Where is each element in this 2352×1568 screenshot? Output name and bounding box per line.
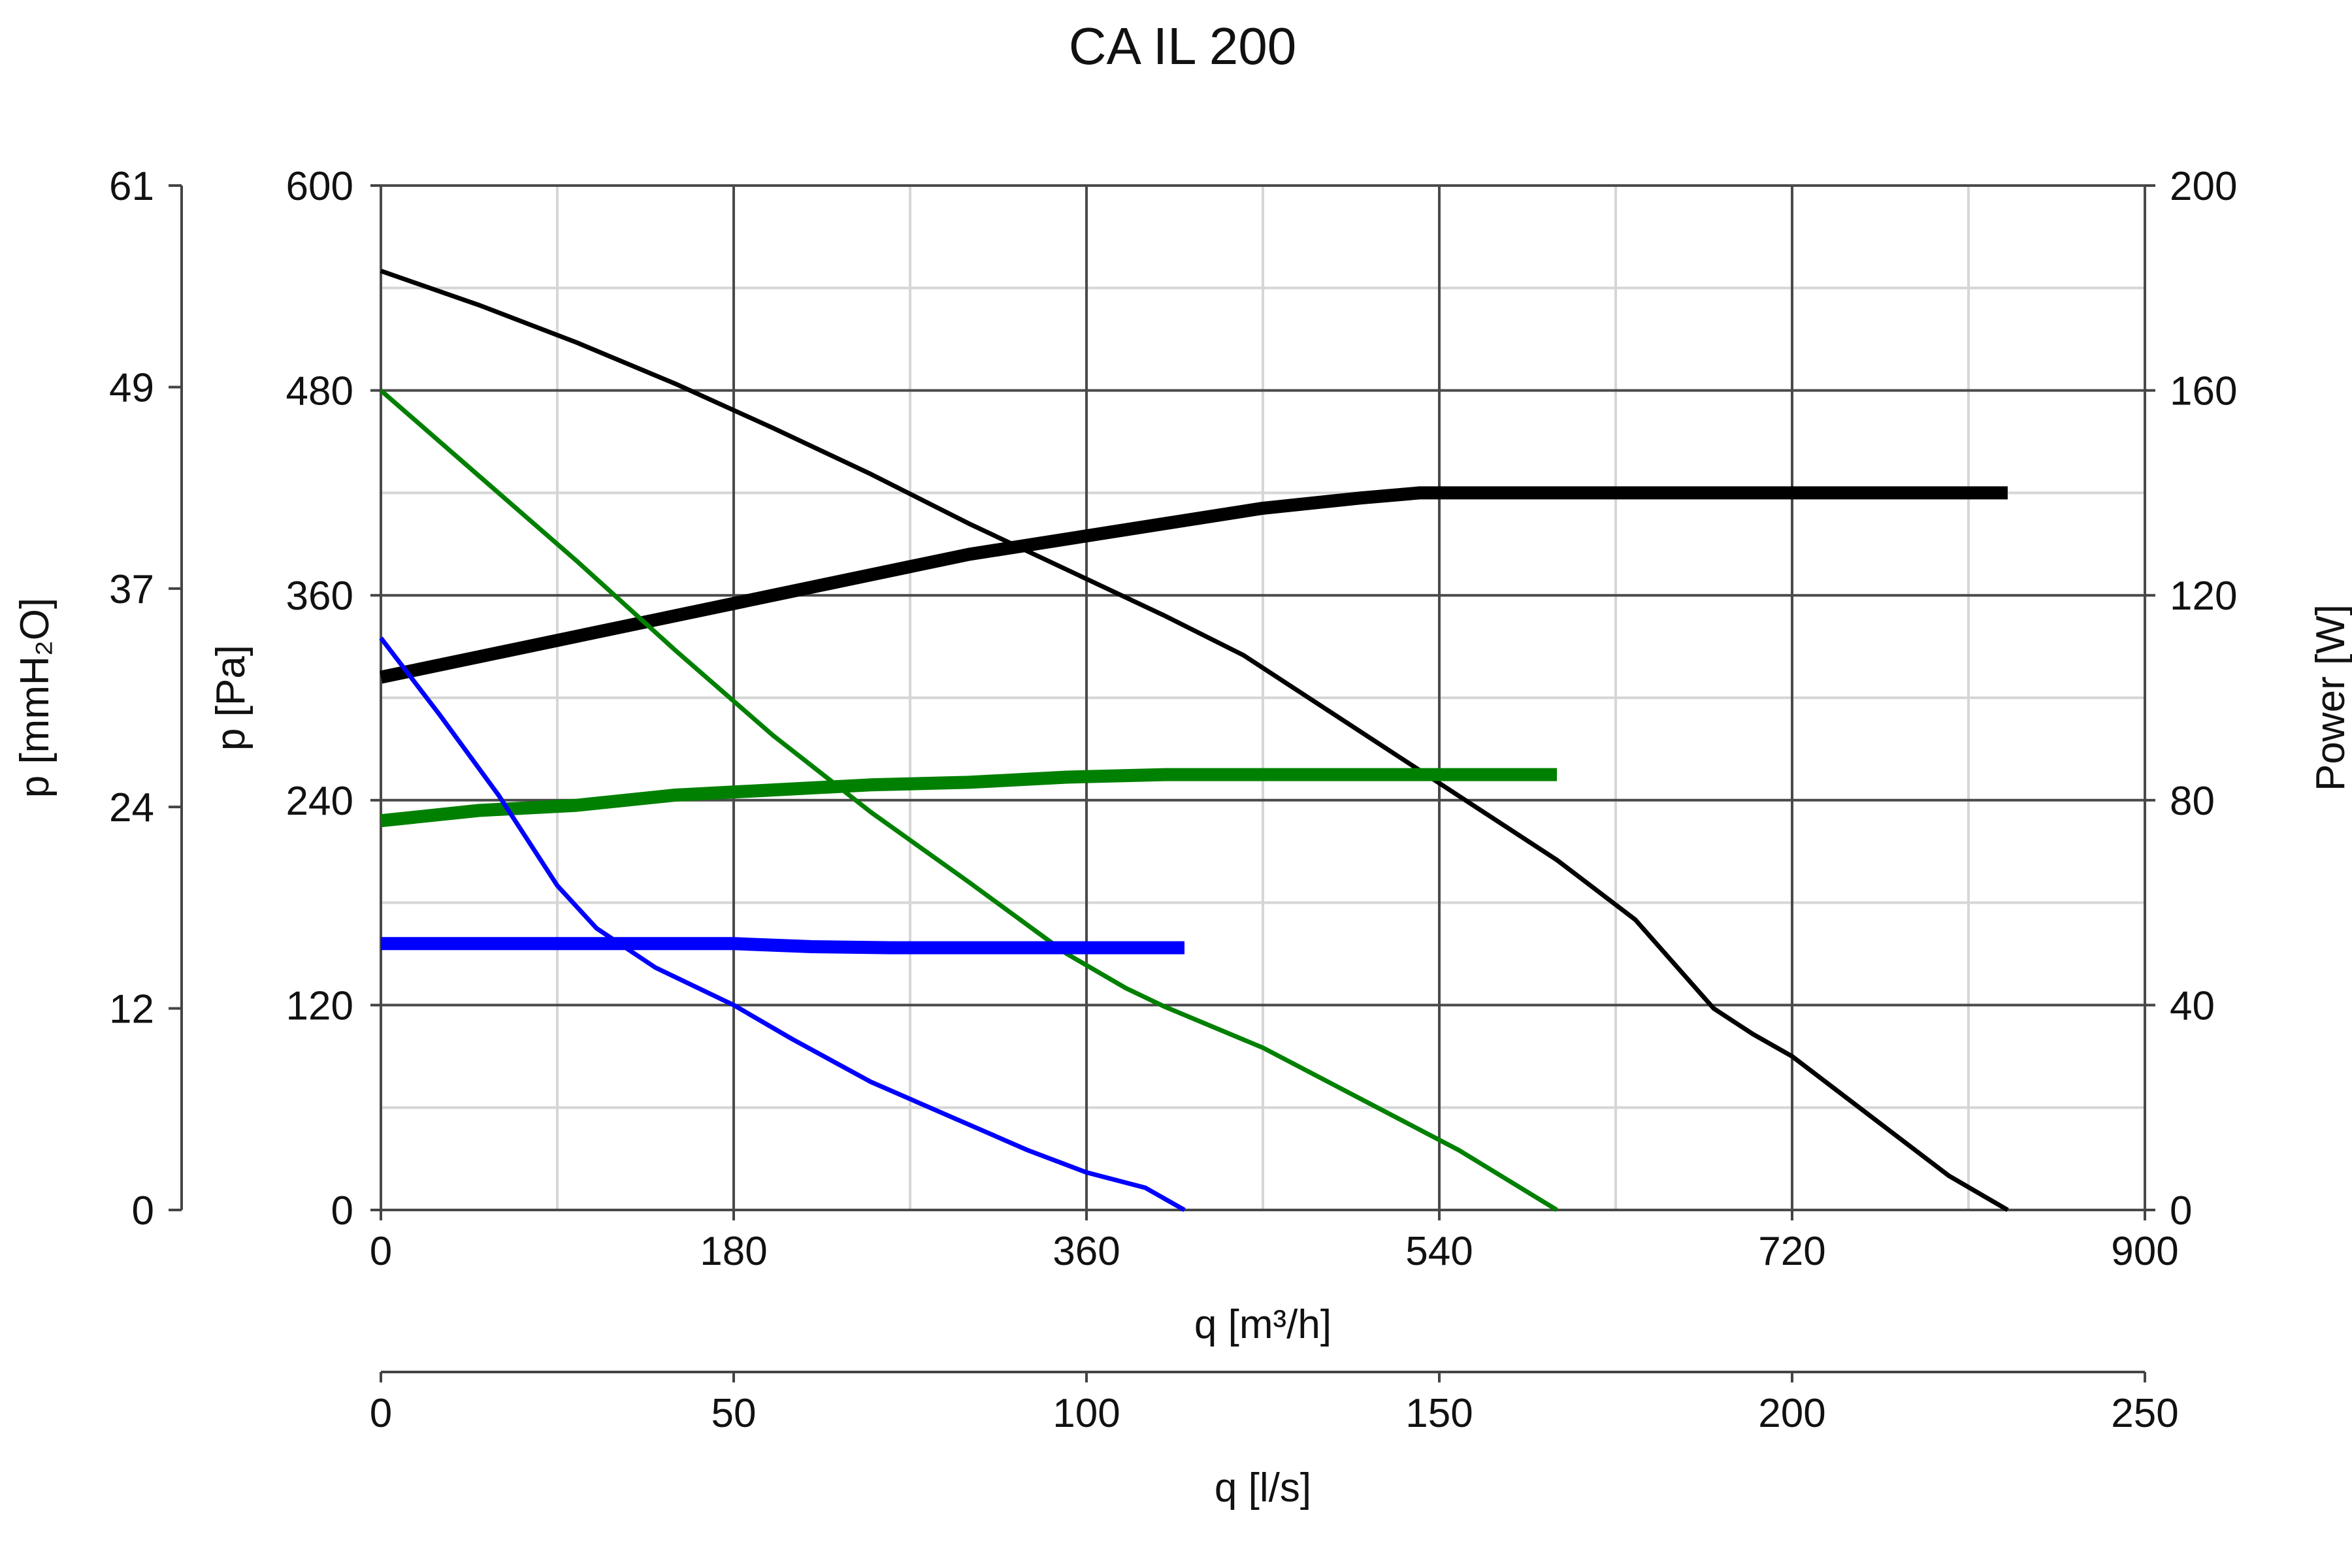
x-tick-label: 360 — [1053, 1229, 1120, 1274]
x2-axis-label: q [l/s] — [1215, 1465, 1311, 1511]
x2-tick-label: 50 — [711, 1391, 757, 1436]
outer-tick-label: 24 — [109, 785, 154, 830]
right-tick-label: 80 — [2170, 779, 2215, 824]
outer-tick-label: 37 — [109, 567, 154, 612]
series-power-medium-line — [380, 768, 1557, 828]
series-layer — [379, 269, 2009, 1213]
y-axis-ticks: 0 120 240 360 480 600 — [286, 164, 381, 1233]
right-tick-label: 160 — [2170, 369, 2237, 414]
series-power-high-line — [379, 486, 2008, 684]
series-pressure-high-line — [380, 269, 2009, 1213]
x-tick-label: 900 — [2111, 1229, 2178, 1274]
y-axis-label: p [Pa] — [208, 645, 253, 751]
outer-left-axis-ticks: 0 12 24 37 49 61 — [109, 164, 182, 1233]
right-tick-label: 200 — [2170, 164, 2237, 209]
series-pressure-low-line — [379, 636, 1186, 1213]
x-tick-label: 0 — [370, 1229, 392, 1274]
right-tick-label: 120 — [2170, 574, 2237, 619]
x-axis-label: q [m³/h] — [1194, 1302, 1331, 1347]
x-tick-label: 720 — [1758, 1229, 1825, 1274]
x2-tick-label: 150 — [1405, 1391, 1473, 1436]
y-tick-label: 240 — [286, 779, 353, 824]
x2-tick-label: 200 — [1758, 1391, 1825, 1436]
y-tick-label: 360 — [286, 574, 353, 619]
right-y-axis-label: Power [W] — [2308, 604, 2352, 791]
x2-tick-label: 250 — [2111, 1391, 2178, 1436]
y-tick-label: 480 — [286, 369, 353, 414]
plot-area-frame — [380, 184, 2146, 1211]
series-pressure-medium-line — [379, 388, 1558, 1212]
right-tick-label: 0 — [2170, 1188, 2192, 1233]
outer-tick-label: 12 — [109, 987, 154, 1032]
series-power-low-line — [381, 937, 1184, 955]
outer-y-axis-label: p [mmH₂O] — [12, 598, 57, 798]
chart-title: CA IL 200 — [1069, 17, 1296, 75]
right-tick-label: 40 — [2170, 983, 2215, 1028]
right-axis-ticks: 0 40 80 120 160 200 — [2145, 164, 2237, 1233]
x-tick-label: 180 — [700, 1229, 767, 1274]
x2-tick-label: 0 — [370, 1391, 392, 1436]
bottom-secondary-axis-ticks: 0 50 100 150 200 250 — [370, 1372, 2179, 1436]
outer-tick-label: 61 — [109, 164, 154, 209]
x-axis-ticks: 0 180 360 540 720 900 — [370, 1210, 2179, 1274]
minor-gridlines — [381, 186, 2145, 1210]
x-tick-label: 540 — [1405, 1229, 1473, 1274]
outer-tick-label: 0 — [132, 1188, 154, 1233]
y-tick-label: 0 — [331, 1188, 353, 1233]
y-tick-label: 600 — [286, 164, 353, 209]
x2-tick-label: 100 — [1053, 1391, 1120, 1436]
y-tick-label: 120 — [286, 983, 353, 1028]
outer-tick-label: 49 — [109, 365, 154, 410]
